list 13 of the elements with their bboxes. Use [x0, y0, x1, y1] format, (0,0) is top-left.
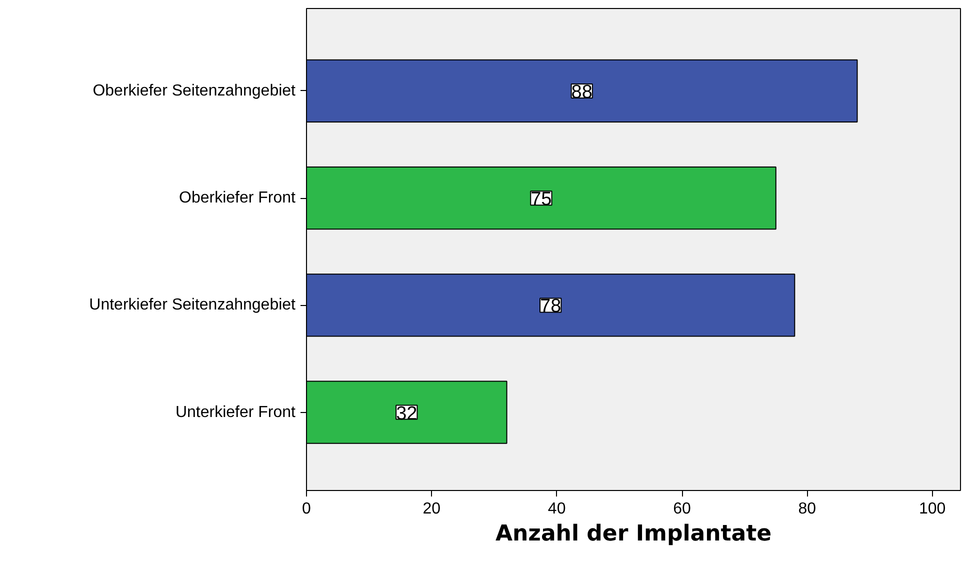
y-tick-label: Oberkiefer Seitenzahngebiet	[92, 82, 296, 100]
y-tick-label: Unterkiefer Front	[175, 404, 296, 421]
data-label: 88	[571, 82, 592, 103]
x-tick-label: 60	[673, 500, 691, 518]
x-tick-label: 100	[918, 500, 946, 518]
data-label: 78	[540, 296, 562, 318]
x-tick-label: 0	[302, 500, 312, 518]
x-axis-title: Anzahl der Implantate	[495, 522, 772, 546]
y-tick-label: Oberkiefer Front	[179, 190, 296, 207]
y-tick-label: Unterkiefer Seitenzahngebiet	[89, 296, 296, 314]
x-tick-label: 80	[798, 500, 816, 518]
x-tick-label: 20	[422, 500, 441, 518]
x-tick-label: 40	[548, 500, 566, 518]
